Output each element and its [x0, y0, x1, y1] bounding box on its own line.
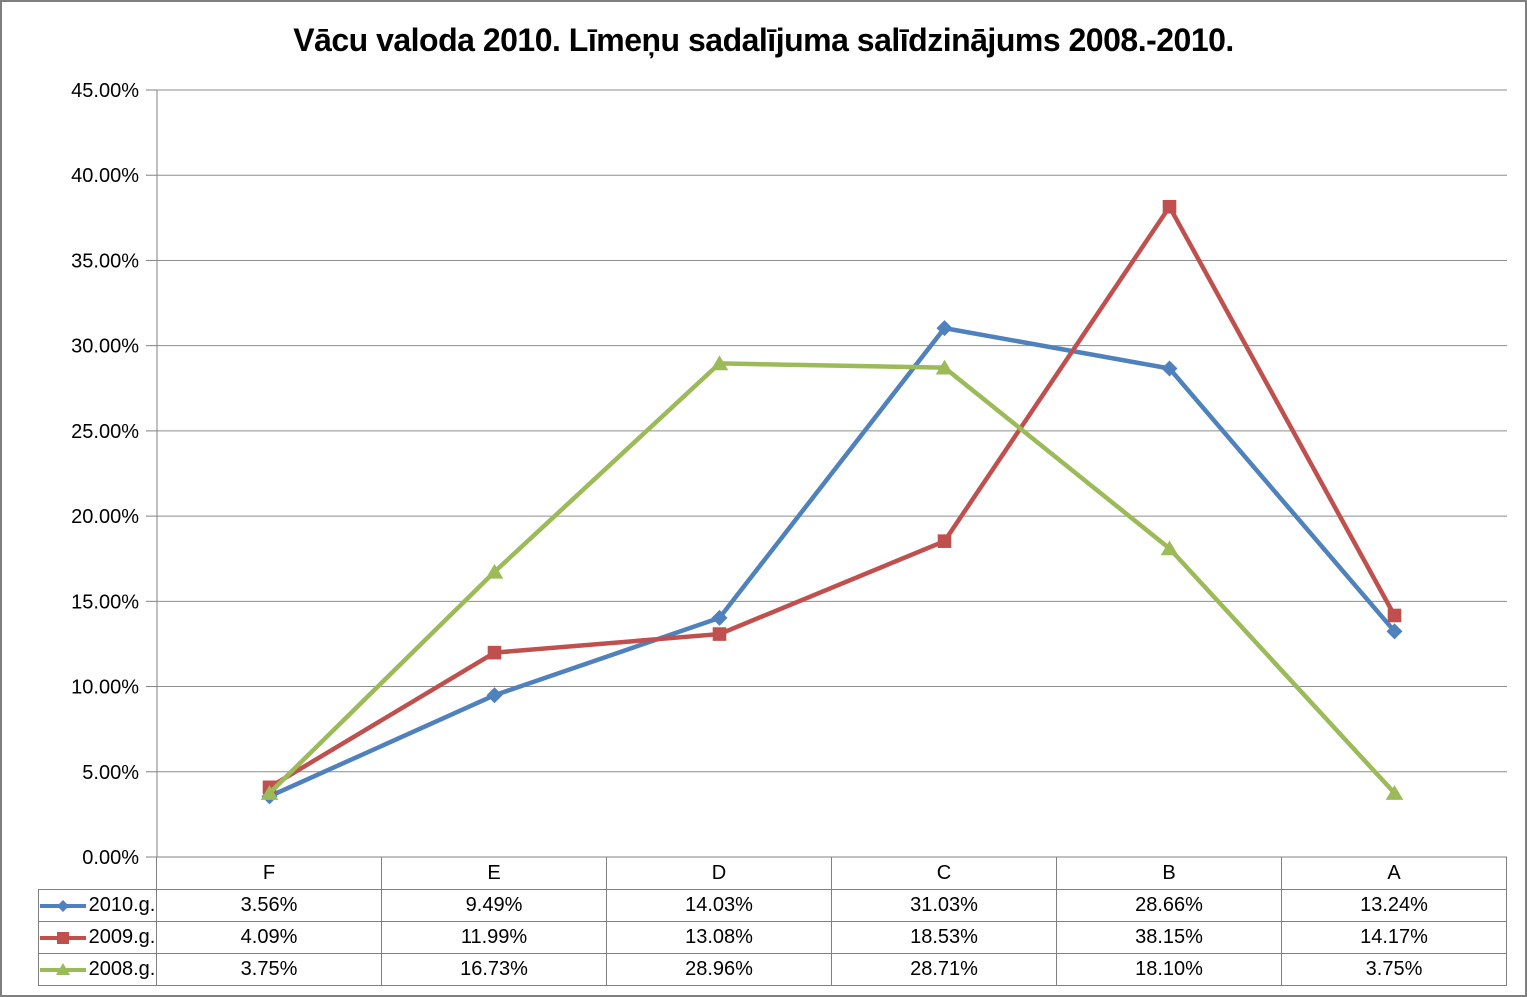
series-marker-2009.g. [1162, 199, 1177, 214]
series-marker-2008.g. [485, 563, 504, 579]
y-tick-label: 25.00% [71, 421, 139, 443]
value-cell: 13.24% [1282, 890, 1507, 922]
y-tick-label: 5.00% [82, 762, 139, 784]
chart-title: Vācu valoda 2010. Līmeņu sadalījuma salī… [293, 22, 1234, 58]
series-marker-2010.g. [711, 609, 728, 626]
legend-label: 2010.g. [88, 894, 156, 916]
value-cell: 3.75% [1282, 954, 1507, 986]
legend-cell: 2009.g. [38, 922, 157, 954]
category-header-cell: B [1057, 857, 1282, 890]
value-cell: 18.53% [832, 922, 1057, 954]
category-header-cell: F [157, 857, 382, 890]
series-line-2008.g. [267, 361, 1397, 795]
series-marker-2008.g. [260, 785, 279, 800]
category-header-cell: C [832, 857, 1057, 890]
value-cell: 28.96% [607, 954, 832, 986]
series-marker-2008.g. [1385, 785, 1404, 800]
data-table: F E D C B A 2010.g. 3.56% 9.49% 14.03% 31.03% 28.66… [38, 857, 1507, 986]
series-marker-2009.g. [1387, 608, 1402, 623]
legend-swatch-diamond-icon [39, 899, 86, 912]
series-marker-2009.g. [937, 534, 952, 548]
value-cell: 16.73% [382, 954, 607, 986]
legend-label: 2009.g. [88, 926, 156, 948]
legend-cell: 2008.g. [38, 954, 157, 986]
y-tick-label: 35.00% [71, 250, 139, 272]
value-cell: 3.75% [157, 954, 382, 986]
series-marker-2009.g. [712, 627, 727, 641]
series-marker-2010.g. [1161, 360, 1178, 377]
category-header-cell: A [1282, 857, 1507, 890]
value-cell: 38.15% [1057, 922, 1282, 954]
value-cell: 28.66% [1057, 890, 1282, 922]
value-cell: 18.10% [1057, 954, 1282, 986]
table-corner-cell [38, 857, 157, 890]
value-cell: 31.03% [832, 890, 1057, 922]
y-tick-label: 0.00% [82, 847, 139, 869]
series-marker-2010.g. [486, 687, 503, 704]
series-marker-2008.g. [935, 359, 954, 375]
value-cell: 13.08% [607, 922, 832, 954]
y-tick-label: 15.00% [71, 591, 139, 613]
category-header-cell: E [382, 857, 607, 890]
y-tick-label: 45.00% [71, 80, 139, 102]
series-marker-2008.g. [710, 355, 729, 371]
value-cell: 3.56% [157, 890, 382, 922]
category-header-cell: D [607, 857, 832, 890]
legend-swatch-square-icon [39, 931, 86, 944]
value-cell: 28.71% [832, 954, 1057, 986]
legend-swatch-triangle-icon [39, 962, 86, 975]
series-marker-2010.g. [936, 320, 953, 337]
y-tick-label: 20.00% [71, 506, 139, 528]
value-cell: 11.99% [382, 922, 607, 954]
value-cell: 14.03% [607, 890, 832, 922]
value-cell: 14.17% [1282, 922, 1507, 954]
series-line-2009.g. [268, 202, 1397, 790]
series-marker-2008.g. [1160, 540, 1179, 556]
series-line-2010.g. [268, 325, 1397, 799]
legend-cell: 2010.g. [38, 890, 157, 922]
series-marker-2009.g. [487, 645, 502, 660]
series-marker-2010.g. [1386, 623, 1403, 640]
value-cell: 9.49% [382, 890, 607, 922]
y-tick-label: 10.00% [71, 677, 139, 699]
y-tick-label: 40.00% [71, 165, 139, 187]
y-tick-label: 30.00% [71, 336, 139, 358]
value-cell: 4.09% [157, 922, 382, 954]
legend-label: 2008.g. [88, 958, 156, 980]
